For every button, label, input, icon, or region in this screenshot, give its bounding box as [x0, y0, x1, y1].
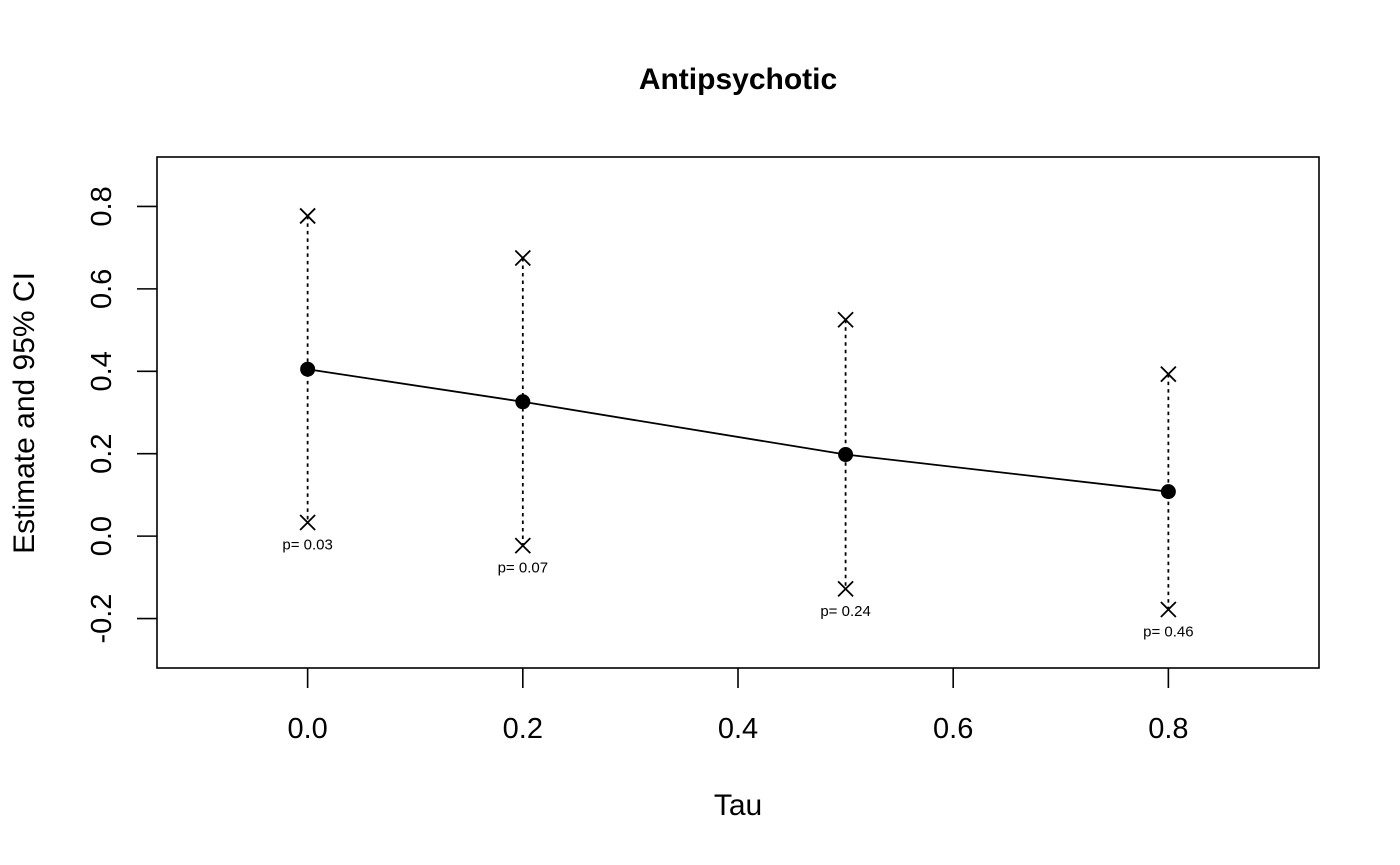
y-tick-label: 0.4	[86, 351, 118, 391]
estimate-line	[307, 368, 1169, 493]
y-tick-label: 0.6	[86, 269, 118, 309]
p-value-label: p= 0.24	[820, 603, 870, 620]
ci-layer	[299, 207, 1177, 618]
y-tick-label: 0.0	[86, 516, 118, 556]
x-axis: 0.0 0.2 0.4 0.6 0.8	[287, 668, 1189, 745]
y-tick-label: 0.2	[86, 434, 118, 474]
ci-lower-marker	[1160, 601, 1177, 618]
y-axis-label: Estimate and 95% CI	[8, 272, 41, 554]
ci-upper-marker	[514, 249, 531, 267]
p-value-label: p= 0.03	[282, 537, 332, 554]
plot-frame	[156, 156, 1320, 669]
y-tick-label: 0.8	[86, 186, 118, 226]
p-value-label: p= 0.07	[498, 560, 548, 577]
x-axis-label: Tau	[714, 789, 762, 822]
x-tick-label: 0.6	[933, 713, 973, 745]
estimate-line-layer	[307, 368, 1169, 493]
x-tick-label: 0.0	[287, 713, 327, 745]
estimate-point	[515, 394, 531, 410]
ci-upper-marker	[1160, 366, 1177, 383]
estimate-point	[300, 361, 316, 377]
estimate-point	[838, 447, 854, 463]
p-value-label: p= 0.46	[1143, 623, 1193, 640]
x-tick-label: 0.4	[718, 713, 758, 745]
ci-lower-marker	[837, 580, 854, 598]
ci-lower-marker	[514, 537, 531, 554]
x-tick-label: 0.8	[1148, 713, 1188, 745]
y-axis: -0.2 0.0 0.2 0.4 0.6 0.8	[86, 186, 157, 644]
estimate-point-layer	[300, 361, 1176, 500]
p-value-label-layer: p= 0.03 p= 0.07 p= 0.24 p= 0.46	[282, 537, 1193, 641]
ci-upper-marker	[299, 207, 316, 225]
ci-upper-marker	[837, 311, 854, 328]
ci-lower-marker	[299, 514, 316, 531]
y-tick-label: -0.2	[86, 594, 118, 644]
x-tick-label: 0.2	[503, 713, 543, 745]
estimate-point	[1160, 484, 1176, 500]
chart-title: Antipsychotic	[639, 63, 837, 96]
